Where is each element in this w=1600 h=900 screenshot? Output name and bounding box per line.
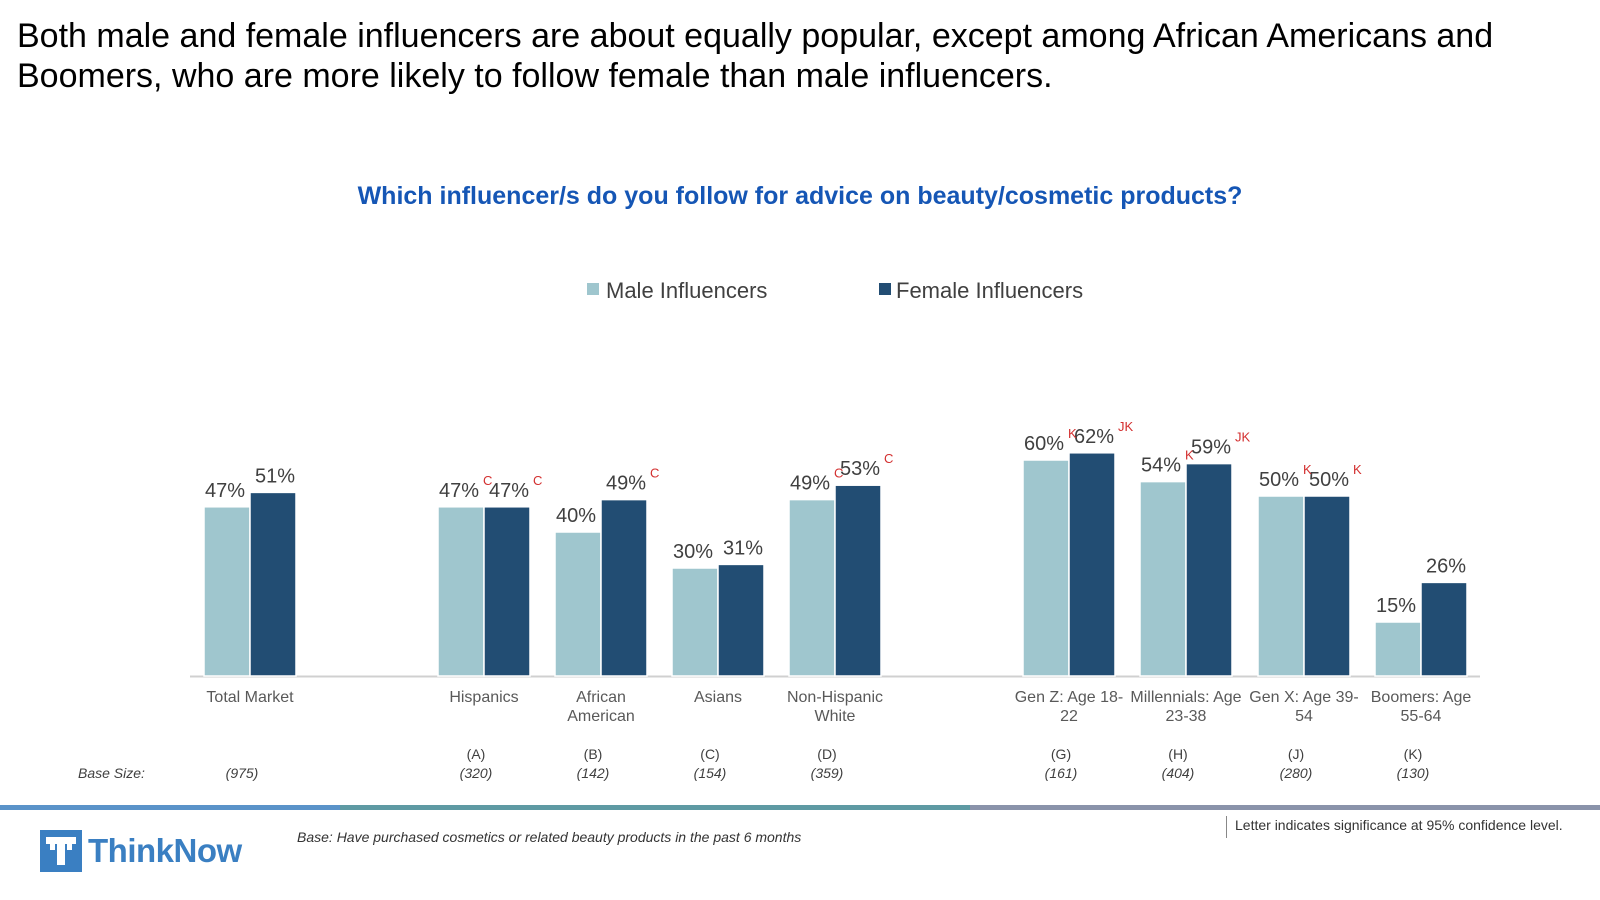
significance-letter-male: K <box>1068 426 1077 441</box>
category-label: 23-38 <box>1166 708 1207 725</box>
data-label-male: 47% <box>439 480 479 502</box>
chart-title: Which influencer/s do you follow for adv… <box>357 182 1243 210</box>
data-label-male: 54% <box>1141 455 1181 477</box>
bar-male <box>788 498 836 677</box>
significance-letter-female: JK <box>1235 430 1251 445</box>
data-label-male: 47% <box>205 480 245 502</box>
bar-female <box>600 498 648 677</box>
footer-bar-teal <box>340 805 970 810</box>
data-label-male: 60% <box>1024 433 1064 455</box>
category-label: Boomers: Age <box>1371 689 1472 706</box>
data-label-female: 26% <box>1426 555 1466 577</box>
bar-male <box>203 506 251 677</box>
data-label-female: 62% <box>1074 426 1114 448</box>
category-label: Hispanics <box>449 689 518 706</box>
bar-female <box>1420 581 1468 677</box>
base-size-value: (130) <box>1397 765 1430 781</box>
bar-male <box>1257 495 1305 677</box>
bar-male <box>437 506 485 677</box>
significance-letter-female: K <box>1353 462 1362 477</box>
category-label: Gen Z: Age 18- <box>1015 689 1124 706</box>
data-label-male: 49% <box>790 473 830 495</box>
legend-swatch-male <box>587 283 599 295</box>
data-label-male: 40% <box>556 505 596 527</box>
base-size-label: Base Size: <box>78 765 145 781</box>
base-size-value: (359) <box>811 765 844 781</box>
category-label: Non-Hispanic <box>787 689 883 706</box>
category-code: (C) <box>700 746 719 762</box>
data-label-male: 50% <box>1259 469 1299 491</box>
significance-letter-male: C <box>483 473 492 488</box>
base-size-value: (975) <box>226 765 259 781</box>
legend-swatch-female <box>879 283 891 295</box>
category-code: (A) <box>467 746 486 762</box>
legend-label-male: Male Influencers <box>606 278 767 303</box>
bar-male <box>1374 621 1422 677</box>
legend-label-female: Female Influencers <box>896 278 1083 303</box>
base-size-value: (404) <box>1162 765 1195 781</box>
base-size-value: (142) <box>577 765 610 781</box>
category-label: Gen X: Age 39- <box>1249 689 1358 706</box>
data-label-female: 53% <box>840 458 880 480</box>
significance-letter-female: C <box>533 473 542 488</box>
bar-female <box>717 563 765 677</box>
bar-female <box>834 484 882 677</box>
base-size-value: (320) <box>460 765 493 781</box>
data-label-male: 15% <box>1376 595 1416 617</box>
significance-letter-male: C <box>834 466 843 481</box>
base-size-value: (161) <box>1045 765 1078 781</box>
category-label: 54 <box>1295 708 1313 725</box>
headline: Both male and female influencers are abo… <box>17 17 1494 95</box>
bar-male <box>1139 480 1187 677</box>
data-label-female: 31% <box>723 537 763 559</box>
category-label: White <box>815 708 856 725</box>
bar-female <box>1185 462 1233 677</box>
bar-male <box>554 531 602 677</box>
category-label: African <box>576 689 626 706</box>
category-code: (G) <box>1051 746 1071 762</box>
bar-female <box>1068 452 1116 677</box>
category-code: (K) <box>1404 746 1423 762</box>
base-note: Base: Have purchased cosmetics or relate… <box>297 829 802 845</box>
bar-female <box>483 506 531 677</box>
bar-female <box>249 491 297 677</box>
base-size-value: (280) <box>1280 765 1313 781</box>
footer-bar-blue <box>0 805 340 810</box>
logo-text: ThinkNow <box>88 832 242 869</box>
significance-letter-female: C <box>884 451 893 466</box>
significance-letter-male: K <box>1185 448 1194 463</box>
data-label-female: 49% <box>606 473 646 495</box>
category-label: American <box>567 708 635 725</box>
footer-bar-gray <box>970 805 1600 810</box>
category-label: Asians <box>694 689 742 706</box>
data-label-female: 51% <box>255 465 295 487</box>
category-code: (B) <box>584 746 603 762</box>
category-label: Millennials: Age <box>1130 689 1241 706</box>
logo-mark-icon <box>40 830 82 872</box>
category-code: (H) <box>1168 746 1187 762</box>
category-label: 55-64 <box>1401 708 1442 725</box>
significance-note: Letter indicates significance at 95% con… <box>1226 816 1563 838</box>
bar-female <box>1303 495 1351 677</box>
thinknow-logo: ThinkNow <box>40 830 242 872</box>
data-label-female: 59% <box>1191 437 1231 459</box>
bar-male <box>1022 459 1070 677</box>
bar-male <box>671 567 719 677</box>
significance-letter-female: JK <box>1118 419 1134 434</box>
significance-letter-female: C <box>650 466 659 481</box>
bar-chart: Male Influencers Female Influencers 47% 51%… <box>78 278 1480 781</box>
category-label: Total Market <box>206 689 294 706</box>
category-code: (J) <box>1288 746 1304 762</box>
category-code: (D) <box>817 746 836 762</box>
data-label-male: 30% <box>673 541 713 563</box>
base-size-value: (154) <box>694 765 727 781</box>
significance-letter-male: K <box>1303 462 1312 477</box>
data-label-female: 50% <box>1309 469 1349 491</box>
category-label: 22 <box>1060 708 1078 725</box>
data-label-female: 47% <box>489 480 529 502</box>
